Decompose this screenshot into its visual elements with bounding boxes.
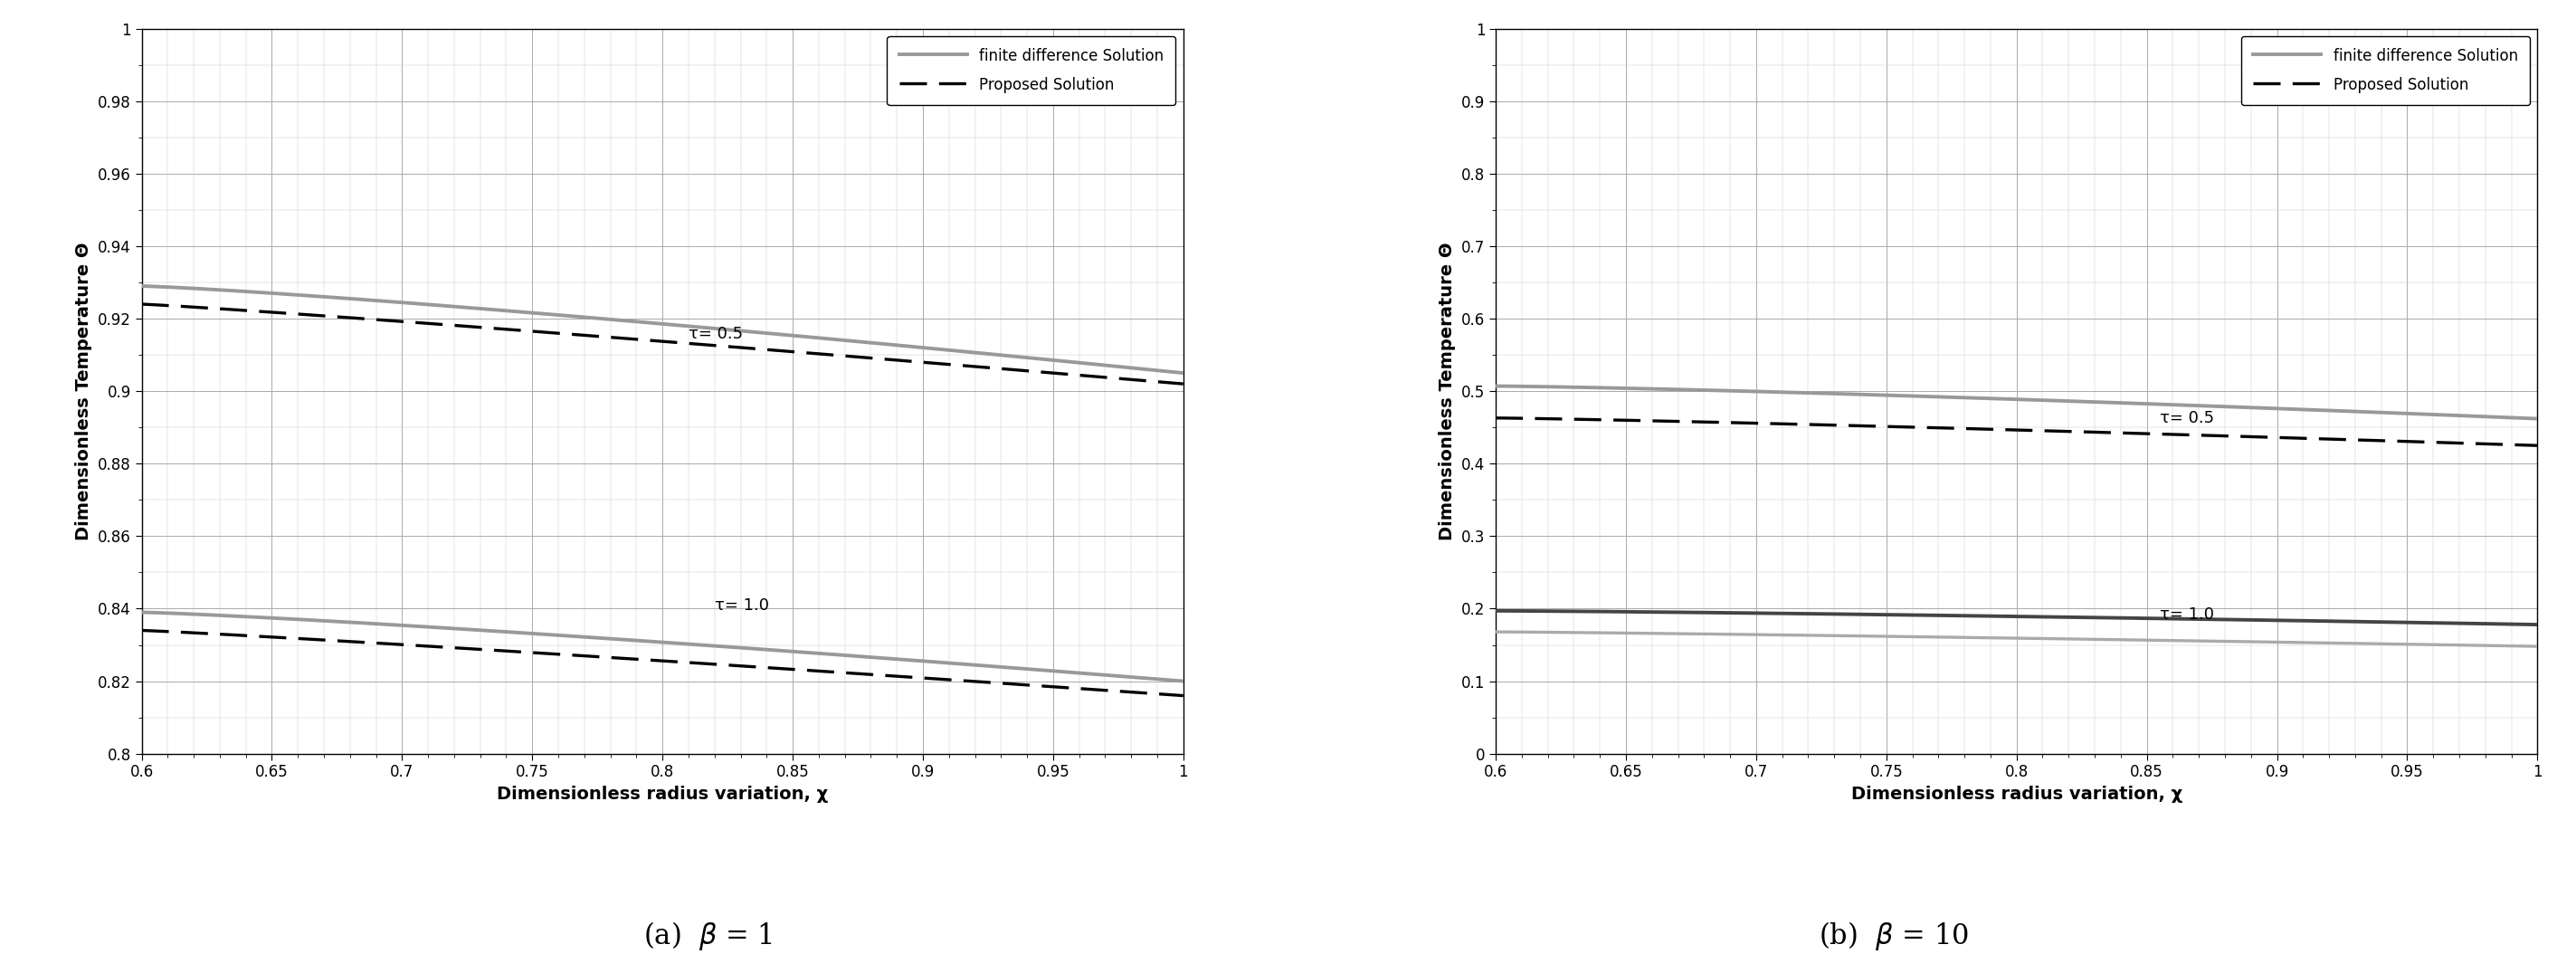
finite difference Solution <box>747 327 778 339</box>
Line: Proposed Solution: Proposed Solution <box>142 304 1182 384</box>
X-axis label: Dimensionless radius variation, χ: Dimensionless radius variation, χ <box>1852 786 2182 803</box>
Proposed Solution <box>742 343 773 355</box>
Line: finite difference Solution: finite difference Solution <box>1497 386 2537 419</box>
Proposed Solution <box>2424 437 2455 448</box>
Proposed Solution <box>1069 370 1100 382</box>
Proposed Solution <box>1481 412 1512 424</box>
finite difference Solution <box>1005 351 1036 363</box>
finite difference Solution <box>2117 398 2148 409</box>
Line: Proposed Solution: Proposed Solution <box>1497 418 2537 446</box>
Proposed Solution <box>762 345 793 357</box>
finite difference Solution <box>2099 397 2130 408</box>
finite difference Solution <box>126 280 157 292</box>
Proposed Solution <box>2099 427 2130 439</box>
finite difference Solution <box>129 280 160 292</box>
Proposed Solution <box>2097 427 2128 439</box>
X-axis label: Dimensionless radius variation, χ: Dimensionless radius variation, χ <box>497 786 827 803</box>
Proposed Solution <box>2522 440 2553 451</box>
Legend: finite difference Solution, Proposed Solution: finite difference Solution, Proposed Sol… <box>886 36 1175 105</box>
finite difference Solution <box>2424 409 2455 421</box>
finite difference Solution <box>2097 397 2128 408</box>
Proposed Solution <box>1484 412 1515 424</box>
Text: (a)  $\beta$ = 1: (a) $\beta$ = 1 <box>644 920 773 953</box>
finite difference Solution <box>1167 367 1198 379</box>
finite difference Solution <box>1484 381 1515 392</box>
Y-axis label: Dimensionless Temperature Θ: Dimensionless Temperature Θ <box>1440 242 1455 540</box>
finite difference Solution <box>2522 413 2553 425</box>
finite difference Solution <box>742 326 773 338</box>
Proposed Solution <box>1167 378 1198 389</box>
finite difference Solution <box>762 328 793 340</box>
Proposed Solution <box>747 343 778 355</box>
finite difference Solution <box>1069 358 1100 369</box>
Text: τ= 0.5: τ= 0.5 <box>688 326 742 342</box>
Legend: finite difference Solution, Proposed Solution: finite difference Solution, Proposed Sol… <box>2241 36 2530 105</box>
finite difference Solution <box>2357 406 2388 418</box>
Line: finite difference Solution: finite difference Solution <box>142 286 1182 373</box>
Text: τ= 0.5: τ= 0.5 <box>2159 410 2215 426</box>
Text: τ= 1.0: τ= 1.0 <box>2159 606 2213 622</box>
finite difference Solution <box>1481 381 1512 392</box>
Text: τ= 1.0: τ= 1.0 <box>714 598 768 614</box>
Text: (b)  $\beta$ = 10: (b) $\beta$ = 10 <box>1819 920 1968 953</box>
Proposed Solution <box>126 299 157 310</box>
Proposed Solution <box>2117 427 2148 439</box>
Proposed Solution <box>129 299 160 310</box>
Proposed Solution <box>2357 435 2388 446</box>
Proposed Solution <box>1005 364 1036 376</box>
Y-axis label: Dimensionless Temperature Θ: Dimensionless Temperature Θ <box>75 242 93 540</box>
